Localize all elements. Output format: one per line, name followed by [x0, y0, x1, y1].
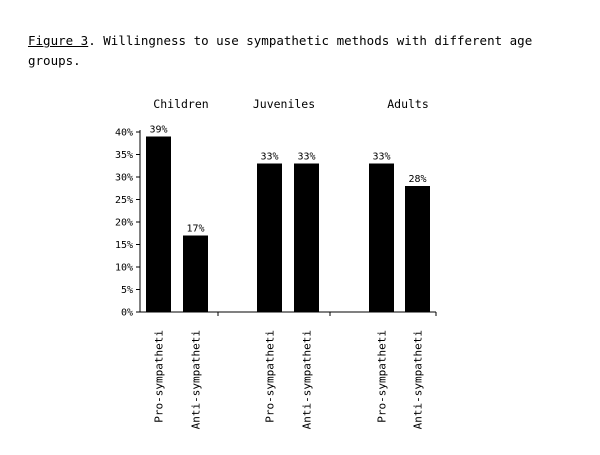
- category-label: Anti-sympatheti: [301, 330, 314, 429]
- y-tick-label: 20%: [115, 218, 133, 229]
- group-label: Adults: [387, 97, 429, 111]
- y-tick-label: 30%: [115, 173, 133, 184]
- bar: [369, 163, 394, 312]
- category-label: Pro-sympatheti: [376, 330, 389, 423]
- bar: [146, 136, 171, 312]
- bar: [257, 163, 282, 312]
- data-label: 28%: [408, 174, 426, 185]
- group-label: Juveniles: [253, 97, 315, 111]
- y-tick-label: 15%: [115, 240, 133, 251]
- category-label: Pro-sympatheti: [264, 330, 277, 423]
- y-tick-label: 0%: [121, 308, 133, 319]
- figure-caption: Figure 3. Willingness to use sympathetic…: [28, 31, 588, 71]
- y-tick-label: 25%: [115, 195, 133, 206]
- data-label: 39%: [149, 125, 167, 136]
- y-tick-label: 35%: [115, 150, 133, 161]
- data-label: 33%: [372, 152, 390, 163]
- category-label: Pro-sympatheti: [153, 330, 166, 423]
- y-tick-label: 40%: [115, 128, 133, 139]
- data-label: 33%: [297, 152, 315, 163]
- bar: [183, 235, 208, 312]
- group-label: Children: [153, 97, 208, 111]
- category-label: Anti-sympatheti: [412, 330, 425, 429]
- category-label: Anti-sympatheti: [190, 330, 203, 429]
- figure-label: Figure 3: [28, 33, 89, 48]
- data-label: 17%: [186, 224, 204, 235]
- y-tick-label: 5%: [121, 285, 133, 296]
- y-tick-label: 10%: [115, 263, 133, 274]
- data-label: 33%: [260, 152, 278, 163]
- caption-text: . Willingness to use sympathetic methods…: [28, 33, 533, 68]
- bar: [294, 163, 319, 312]
- bar: [405, 186, 430, 312]
